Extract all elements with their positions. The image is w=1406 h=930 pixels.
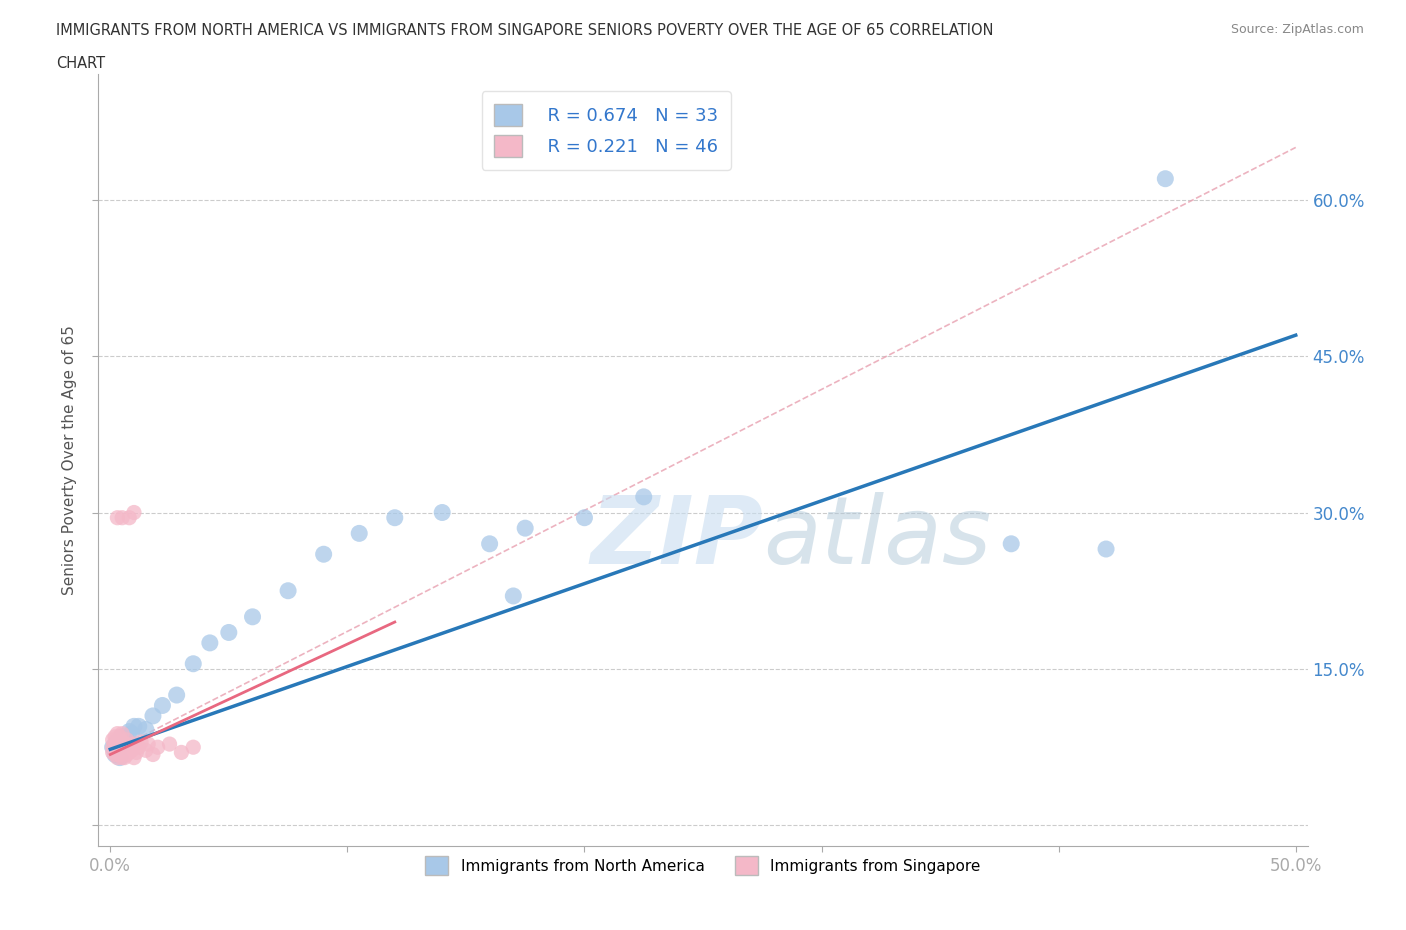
Point xyxy=(1095,541,1118,556)
Point xyxy=(104,735,127,750)
Point xyxy=(101,739,124,754)
Point xyxy=(142,709,165,724)
Point xyxy=(101,739,124,754)
Point xyxy=(115,739,138,754)
Point xyxy=(114,751,136,765)
Point xyxy=(277,583,299,598)
Point xyxy=(574,511,596,525)
Point xyxy=(166,687,188,702)
Point xyxy=(101,745,124,760)
Point xyxy=(118,737,141,751)
Point xyxy=(104,729,127,744)
Point xyxy=(115,733,138,748)
Point xyxy=(114,737,136,751)
Point xyxy=(347,526,370,541)
Point xyxy=(432,505,454,520)
Text: atlas: atlas xyxy=(763,492,991,583)
Y-axis label: Seniors Poverty Over the Age of 65: Seniors Poverty Over the Age of 65 xyxy=(62,326,77,595)
Point xyxy=(121,726,143,741)
Point xyxy=(1154,171,1177,186)
Point xyxy=(242,609,264,624)
Point xyxy=(115,733,138,748)
Point xyxy=(515,521,537,536)
Point xyxy=(108,729,131,744)
Point xyxy=(118,745,141,760)
Point xyxy=(122,751,145,765)
Point xyxy=(111,735,134,750)
Point xyxy=(111,729,134,744)
Point xyxy=(128,719,150,734)
Point xyxy=(142,747,165,762)
Point xyxy=(170,745,193,760)
Point xyxy=(105,745,128,760)
Point xyxy=(152,698,174,713)
Point xyxy=(105,735,128,750)
Point xyxy=(114,737,136,751)
Point xyxy=(108,743,131,758)
Point xyxy=(118,724,141,739)
Point xyxy=(198,635,221,650)
Point xyxy=(122,505,145,520)
Text: ZIP: ZIP xyxy=(591,492,763,583)
Point xyxy=(108,751,131,765)
Point xyxy=(135,743,157,758)
Point xyxy=(105,739,128,754)
Point xyxy=(104,747,127,762)
Point xyxy=(146,739,169,754)
Text: IMMIGRANTS FROM NORTH AMERICA VS IMMIGRANTS FROM SINGAPORE SENIORS POVERTY OVER : IMMIGRANTS FROM NORTH AMERICA VS IMMIGRA… xyxy=(56,23,994,38)
Point xyxy=(159,737,181,751)
Point xyxy=(125,745,148,760)
Point xyxy=(122,719,145,734)
Point xyxy=(111,745,134,760)
Point xyxy=(129,735,152,750)
Point xyxy=(105,726,128,741)
Point xyxy=(502,589,524,604)
Point xyxy=(111,726,134,741)
Point xyxy=(118,511,141,525)
Point xyxy=(114,745,136,760)
Point xyxy=(115,747,138,762)
Point xyxy=(128,739,150,754)
Point xyxy=(384,511,406,525)
Point xyxy=(105,751,128,765)
Text: Source: ZipAtlas.com: Source: ZipAtlas.com xyxy=(1230,23,1364,36)
Text: CHART: CHART xyxy=(56,56,105,71)
Point xyxy=(104,747,127,762)
Point xyxy=(111,511,134,525)
Point xyxy=(105,511,128,525)
Point xyxy=(633,489,655,504)
Point xyxy=(135,722,157,737)
Point xyxy=(121,743,143,758)
Point xyxy=(101,733,124,748)
Point xyxy=(105,735,128,750)
Point xyxy=(111,739,134,754)
Point xyxy=(111,751,134,765)
Point xyxy=(312,547,335,562)
Point xyxy=(104,739,127,754)
Legend: Immigrants from North America, Immigrants from Singapore: Immigrants from North America, Immigrant… xyxy=(419,850,987,881)
Point xyxy=(136,737,159,751)
Point xyxy=(108,737,131,751)
Point xyxy=(181,657,204,671)
Point xyxy=(181,739,204,754)
Point xyxy=(105,743,128,758)
Point xyxy=(108,747,131,762)
Point xyxy=(478,537,501,551)
Point xyxy=(1000,537,1022,551)
Point xyxy=(218,625,240,640)
Point xyxy=(122,737,145,751)
